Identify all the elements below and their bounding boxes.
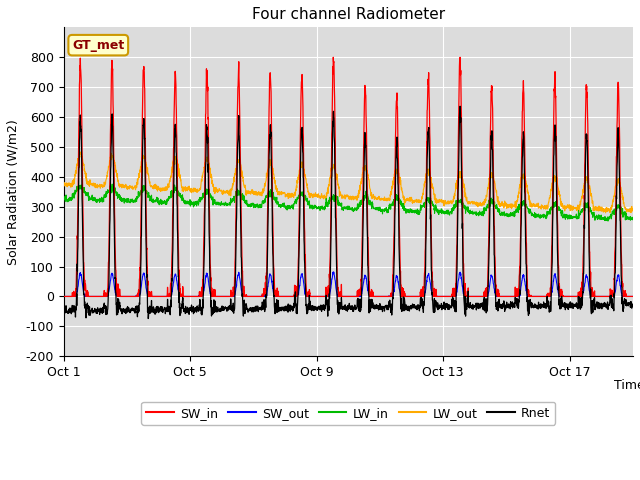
Y-axis label: Solar Radiation (W/m2): Solar Radiation (W/m2) [7,119,20,264]
X-axis label: Time: Time [614,379,640,392]
Legend: SW_in, SW_out, LW_in, LW_out, Rnet: SW_in, SW_out, LW_in, LW_out, Rnet [141,402,556,425]
Title: Four channel Radiometer: Four channel Radiometer [252,7,445,22]
Text: GT_met: GT_met [72,39,124,52]
